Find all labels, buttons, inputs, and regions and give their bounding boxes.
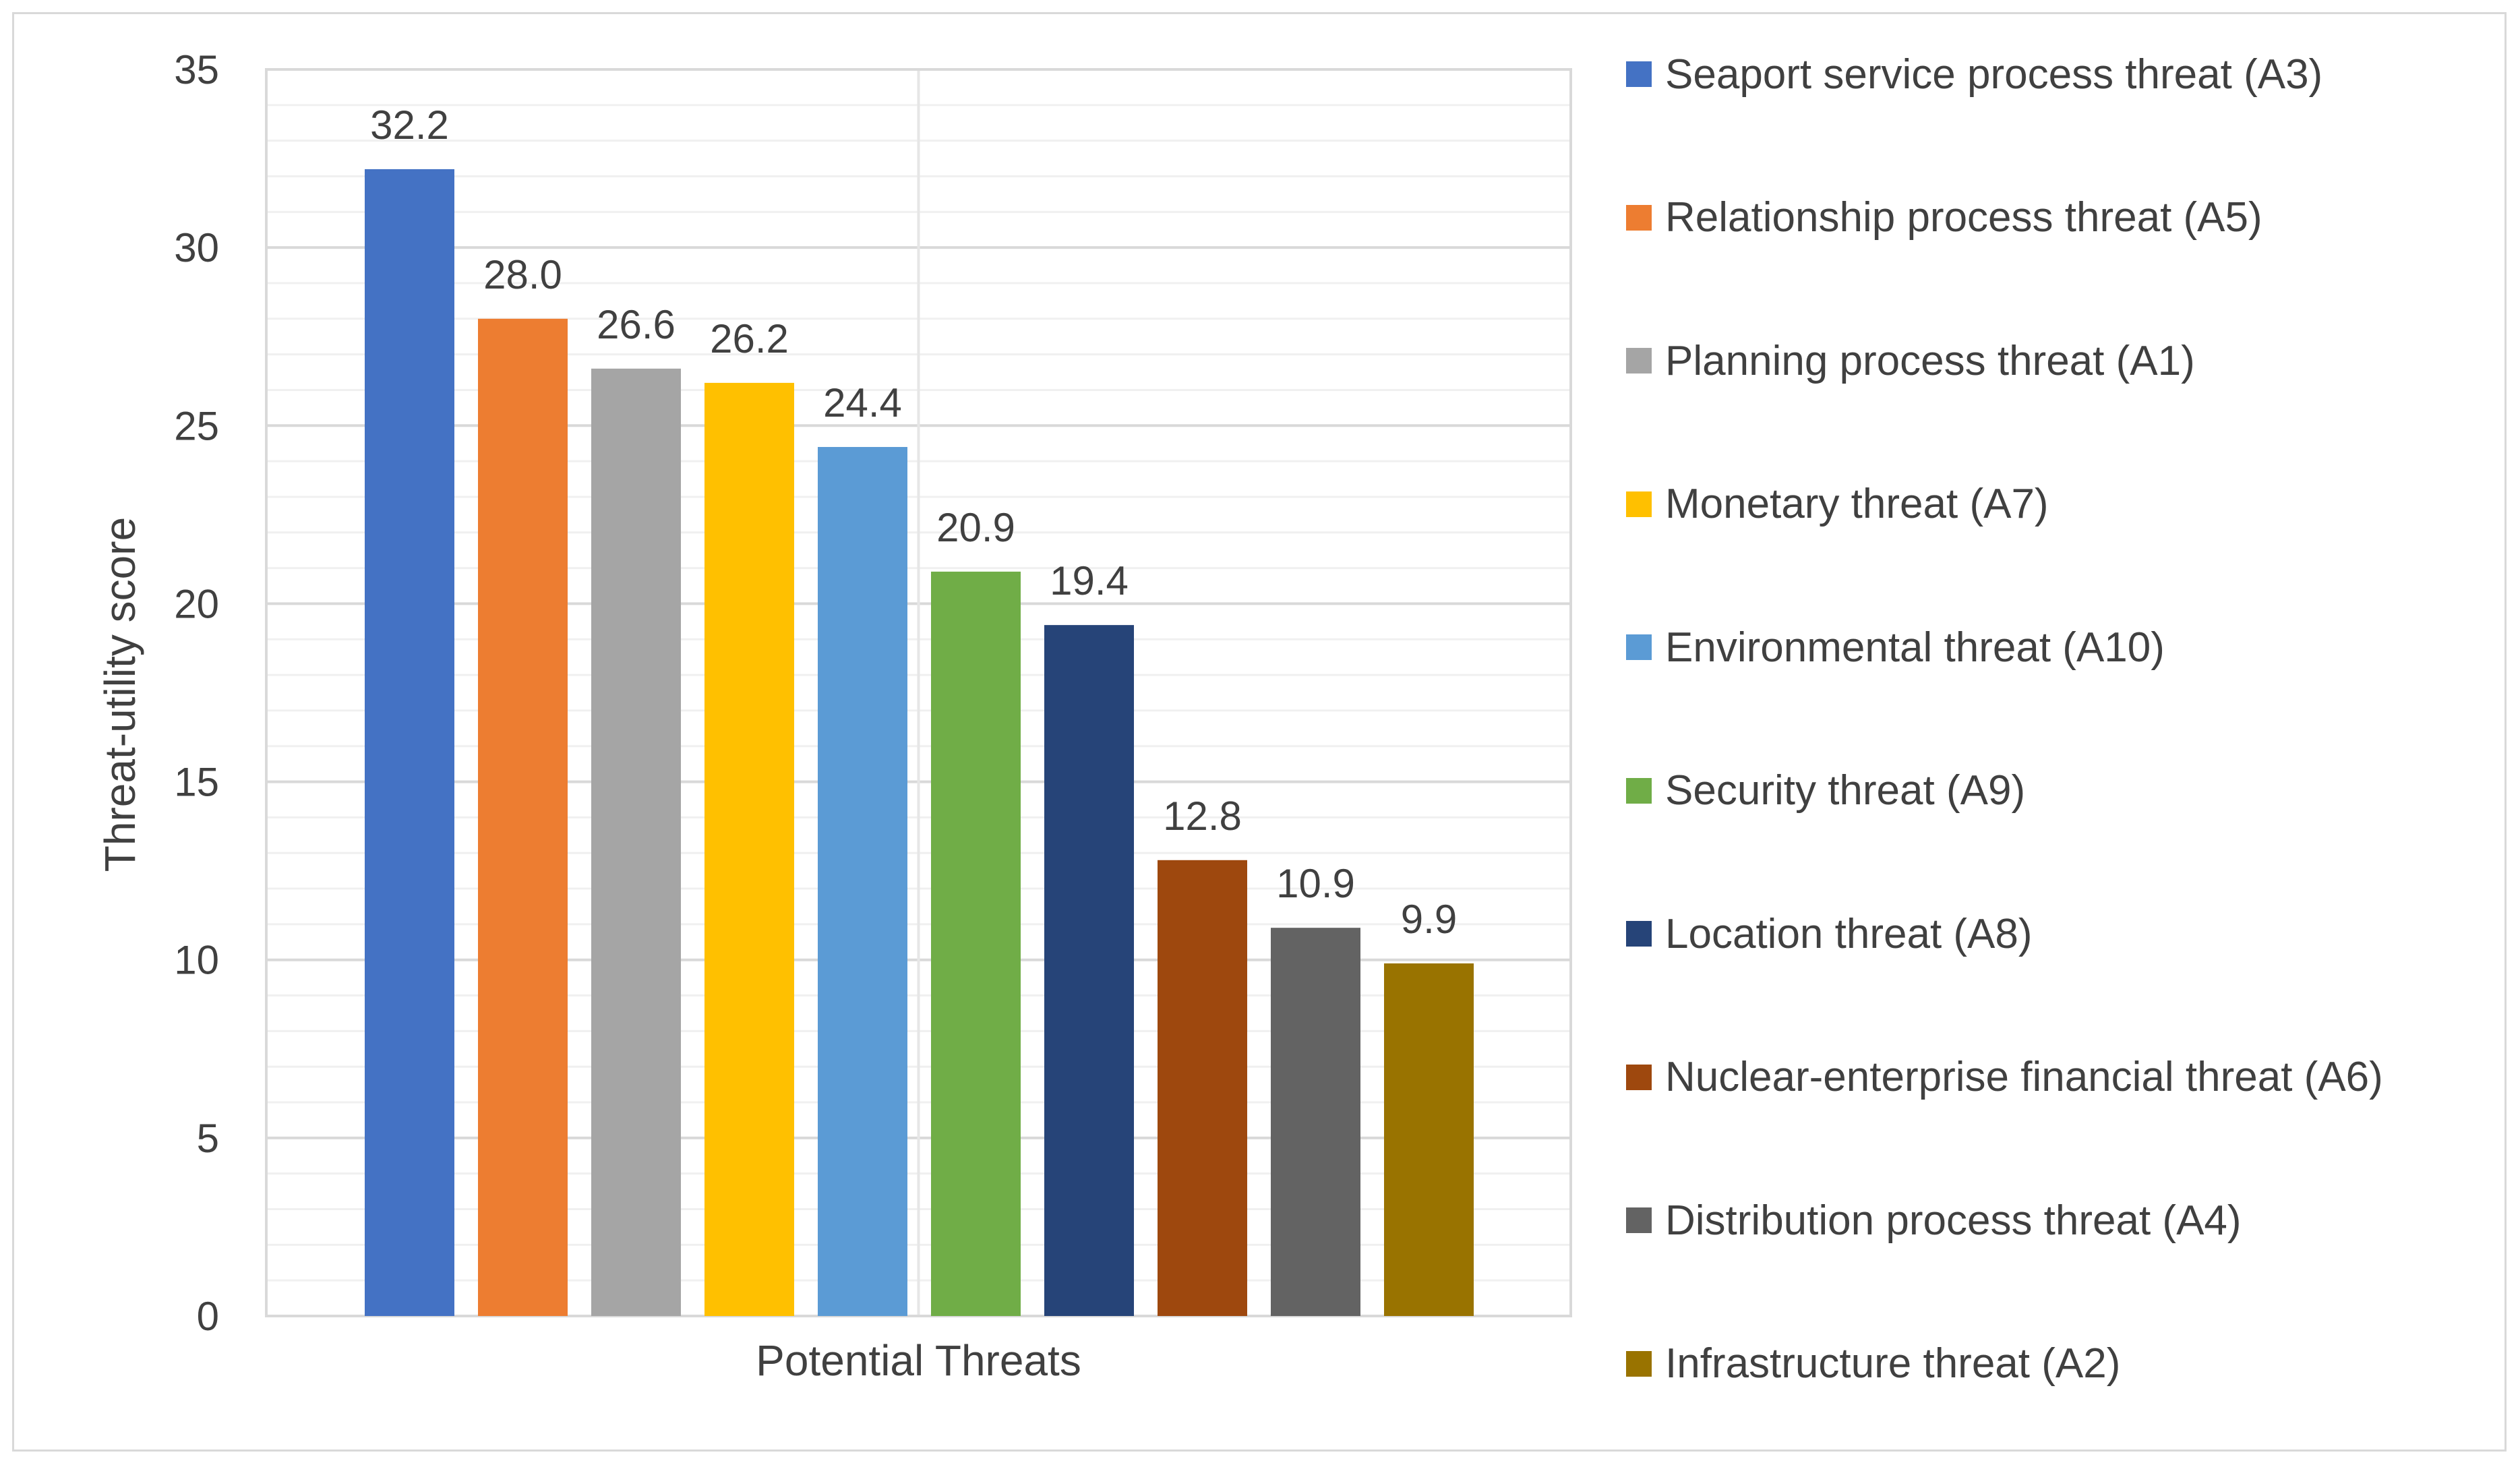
data-label-9: 10.9	[1276, 861, 1355, 906]
y-tick-label: 35	[174, 47, 219, 92]
legend-swatch	[1626, 921, 1652, 947]
legend-label: Security threat (A9)	[1665, 767, 2026, 814]
y-tick-label: 0	[197, 1294, 219, 1339]
bar-2	[478, 318, 568, 1316]
bar-5	[818, 446, 907, 1316]
y-tick-label: 25	[174, 403, 219, 448]
legend-label: Nuclear-enterprise financial threat (A6)	[1665, 1054, 2383, 1100]
legend-item: Infrastructure threat (A2)	[1626, 1337, 2120, 1391]
y-tick-label: 20	[174, 581, 219, 626]
bar-6	[931, 571, 1021, 1317]
legend-swatch	[1626, 1064, 1652, 1090]
y-tick-label: 15	[174, 760, 219, 805]
legend-swatch	[1626, 777, 1652, 804]
legend-swatch	[1626, 348, 1652, 373]
legend-item: Monetary threat (A7)	[1626, 477, 2049, 531]
data-label-7: 19.4	[1050, 558, 1129, 603]
legend-label: Distribution process threat (A4)	[1665, 1197, 2242, 1244]
bar-10	[1384, 963, 1474, 1316]
legend-swatch	[1626, 1207, 1652, 1233]
legend-item: Distribution process threat (A4)	[1626, 1193, 2242, 1247]
legend-item: Planning process threat (A1)	[1626, 334, 2195, 388]
data-label-8: 12.8	[1163, 794, 1242, 839]
data-label-6: 20.9	[936, 505, 1015, 550]
bar-1	[365, 169, 454, 1316]
y-tick-label: 10	[174, 938, 219, 983]
data-label-1: 32.2	[370, 102, 449, 148]
data-label-3: 26.6	[597, 302, 676, 347]
bar-3	[591, 368, 681, 1316]
legend-label: Environmental threat (A10)	[1665, 624, 2165, 671]
legend-label: Infrastructure threat (A2)	[1665, 1340, 2121, 1387]
legend-item: Seaport service process threat (A3)	[1626, 47, 2322, 101]
legend-item: Relationship process threat (A5)	[1626, 191, 2262, 245]
legend-label: Seaport service process threat (A3)	[1665, 51, 2323, 98]
bars	[365, 169, 1474, 1317]
legend-swatch	[1626, 634, 1652, 660]
bar-8	[1158, 860, 1247, 1316]
x-axis-title: Potential Threats	[756, 1336, 1081, 1385]
legend-item: Security threat (A9)	[1626, 764, 2025, 818]
y-axis-title: Threat-utility score	[96, 517, 144, 872]
legend-swatch	[1626, 1350, 1652, 1377]
legend-label: Location threat (A8)	[1665, 910, 2033, 957]
legend-label: Relationship process threat (A5)	[1665, 194, 2262, 241]
bar-7	[1044, 625, 1134, 1316]
legend-swatch	[1626, 491, 1652, 517]
legend-label: Planning process threat (A1)	[1665, 337, 2195, 384]
legend-item: Nuclear-enterprise financial threat (A6)	[1626, 1050, 2383, 1104]
legend-swatch	[1626, 204, 1652, 231]
legend-item: Location threat (A8)	[1626, 907, 2033, 961]
data-label-4: 26.2	[710, 316, 789, 361]
legend-item: Environmental threat (A10)	[1626, 620, 2165, 674]
y-tick-label: 5	[197, 1116, 219, 1161]
legend-swatch	[1626, 61, 1652, 87]
data-label-2: 28.0	[483, 252, 562, 297]
data-label-5: 24.4	[823, 380, 902, 425]
data-labels: 32.2 28.0 26.6 26.2 24.4 20.9 19.4 12.8 10.9 9.9	[370, 102, 1457, 942]
plot-area-border	[265, 68, 1572, 1317]
bar-4	[704, 382, 794, 1317]
gridlines	[266, 68, 1571, 1317]
y-axis-ticks: 0 5 10 15 20 25 30 35	[174, 47, 219, 1339]
data-label-10: 9.9	[1401, 897, 1457, 942]
bar-9	[1271, 928, 1360, 1316]
y-tick-label: 30	[174, 225, 219, 270]
legend-label: Monetary threat (A7)	[1665, 481, 2049, 527]
